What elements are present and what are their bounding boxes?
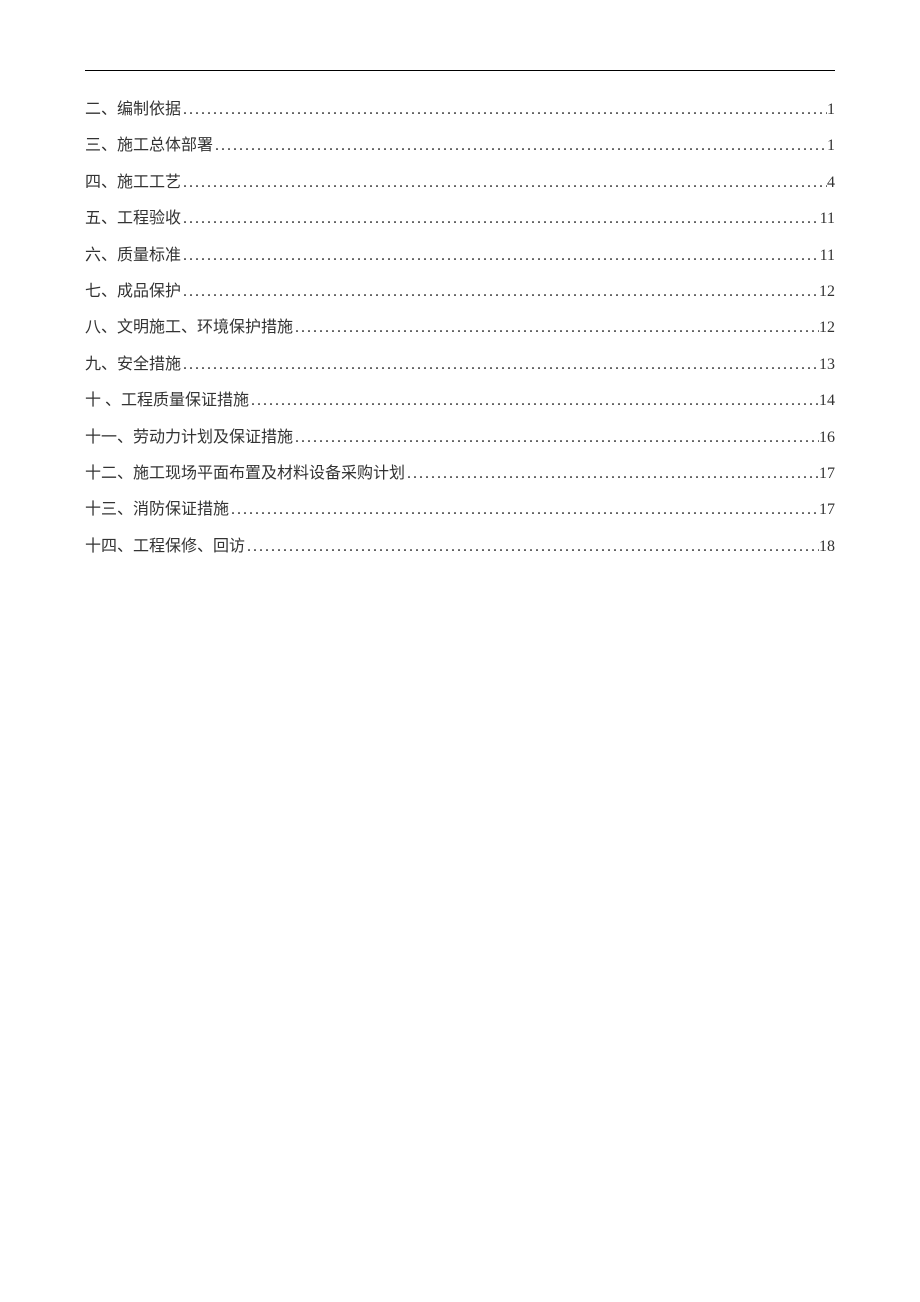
toc-title: 三、施工总体部署 — [85, 135, 213, 157]
toc-leader — [213, 135, 827, 157]
toc-title: 六、质量标准 — [85, 245, 181, 267]
toc-page: 11 — [820, 245, 835, 267]
toc-page: 11 — [820, 208, 835, 230]
toc-leader — [249, 390, 819, 412]
toc-title: 十四、工程保修、回访 — [85, 536, 245, 558]
toc-leader — [293, 427, 819, 449]
toc-leader — [405, 463, 819, 485]
toc-title: 十 、工程质量保证措施 — [85, 390, 249, 412]
horizontal-rule — [85, 70, 835, 71]
toc-entry: 十三、消防保证措施 17 — [85, 499, 835, 521]
toc-page: 4 — [827, 172, 835, 194]
toc-leader — [181, 172, 827, 194]
toc-title: 九、安全措施 — [85, 354, 181, 376]
toc-entry: 三、施工总体部署 1 — [85, 135, 835, 157]
toc-page: 16 — [819, 427, 835, 449]
toc-page: 13 — [819, 354, 835, 376]
toc-title: 十三、消防保证措施 — [85, 499, 229, 521]
page-container: 二、编制依据 1 三、施工总体部署 1 四、施工工艺 4 五、工程验收 11 六… — [0, 0, 920, 558]
toc-entry: 二、编制依据 1 — [85, 99, 835, 121]
toc-list: 二、编制依据 1 三、施工总体部署 1 四、施工工艺 4 五、工程验收 11 六… — [85, 99, 835, 558]
toc-page: 17 — [819, 463, 835, 485]
toc-leader — [181, 245, 820, 267]
toc-entry: 五、工程验收 11 — [85, 208, 835, 230]
toc-leader — [181, 354, 819, 376]
toc-page: 18 — [819, 536, 835, 558]
toc-entry: 四、施工工艺 4 — [85, 172, 835, 194]
toc-page: 1 — [827, 135, 835, 157]
toc-page: 17 — [819, 499, 835, 521]
toc-leader — [293, 317, 819, 339]
toc-leader — [181, 99, 827, 121]
toc-entry: 十 、工程质量保证措施 14 — [85, 390, 835, 412]
toc-title: 二、编制依据 — [85, 99, 181, 121]
toc-title: 八、文明施工、环境保护措施 — [85, 317, 293, 339]
toc-title: 四、施工工艺 — [85, 172, 181, 194]
toc-entry: 七、成品保护 12 — [85, 281, 835, 303]
toc-page: 14 — [819, 390, 835, 412]
toc-title: 十二、施工现场平面布置及材料设备采购计划 — [85, 463, 405, 485]
toc-leader — [245, 536, 819, 558]
toc-leader — [229, 499, 819, 521]
toc-title: 十一、劳动力计划及保证措施 — [85, 427, 293, 449]
toc-title: 七、成品保护 — [85, 281, 181, 303]
toc-entry: 八、文明施工、环境保护措施 12 — [85, 317, 835, 339]
toc-page: 12 — [819, 281, 835, 303]
toc-leader — [181, 281, 819, 303]
toc-entry: 十一、劳动力计划及保证措施 16 — [85, 427, 835, 449]
toc-entry: 十二、施工现场平面布置及材料设备采购计划 17 — [85, 463, 835, 485]
toc-title: 五、工程验收 — [85, 208, 181, 230]
toc-entry: 九、安全措施 13 — [85, 354, 835, 376]
toc-leader — [181, 208, 820, 230]
toc-page: 1 — [827, 99, 835, 121]
toc-page: 12 — [819, 317, 835, 339]
toc-entry: 十四、工程保修、回访 18 — [85, 536, 835, 558]
toc-entry: 六、质量标准 11 — [85, 245, 835, 267]
